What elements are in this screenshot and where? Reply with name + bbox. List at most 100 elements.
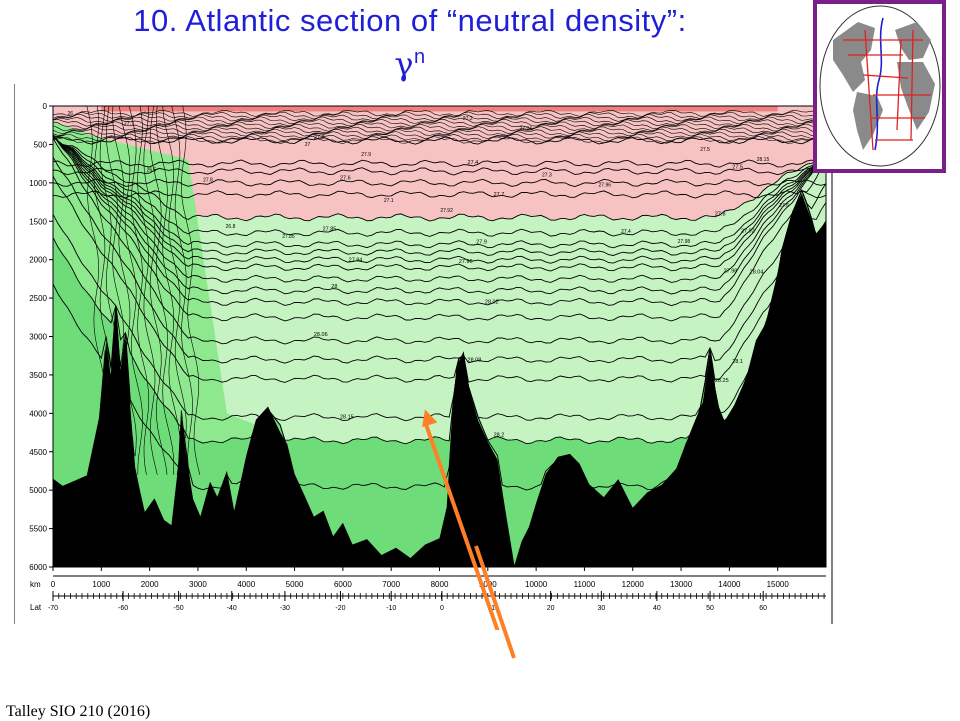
title-line-1: 10. Atlantic section of “neutral density… (133, 3, 687, 38)
isopycnal-line-0 (53, 136, 826, 145)
lat-tick-label-12: 50 (706, 605, 714, 612)
isopycnal-line-11 (53, 135, 826, 283)
front-contour-line-6 (128, 106, 150, 475)
km-tick-label-3: 3000 (189, 580, 207, 589)
shallow-contour-label-18: 28.15 (757, 157, 770, 163)
isopycnal-label-4: 27.7 (494, 192, 505, 198)
isopycnal-label-7: 27.9 (476, 239, 487, 245)
shallow-contour-label-17: 27.98 (678, 239, 691, 245)
isopycnal-line-2 (53, 167, 826, 176)
front-contour-line-8 (143, 106, 168, 475)
shallow-contour-label-11: 27.8 (203, 178, 213, 184)
km-tick-label-7: 7000 (382, 580, 400, 589)
shallow-contour-line-10 (53, 133, 826, 142)
depth-tick-label-7: 3500 (29, 371, 47, 380)
isopycnal-label-13: 28.02 (485, 299, 499, 305)
isopycnal-label-14: 28.04 (750, 270, 764, 276)
depth-tick-label-8: 4000 (29, 409, 47, 418)
km-tick-label-8: 8000 (431, 580, 449, 589)
shallow-contour-label-5: 27.2 (463, 116, 473, 122)
km-tick-label-6: 6000 (334, 580, 352, 589)
shallow-contour-label-3: 27 (305, 142, 311, 148)
lat-tick-label-11: 40 (653, 605, 661, 612)
shallow-contour-label-16: 27.96 (599, 183, 612, 189)
annotation-arrow-head (422, 409, 438, 428)
bathymetry-seafloor (53, 193, 826, 567)
isopycnal-label-17: 28.1 (732, 359, 743, 365)
front-contour-line-4 (112, 106, 137, 457)
south-america-shape (853, 92, 883, 150)
km-tick-label-4: 4000 (237, 580, 255, 589)
section-track-line (874, 17, 884, 151)
front-contour-line-7 (137, 106, 158, 475)
depth-tick-label-11: 5500 (29, 525, 47, 534)
isopycnal-line-9 (53, 135, 826, 264)
lat-tick-label-0: -70 (48, 605, 58, 612)
km-tick-label-2: 2000 (141, 580, 159, 589)
atlantic-map-with-station-tracks-icon (813, 0, 946, 173)
isopycnal-label-3: 27.6 (340, 176, 351, 182)
lat-tick-label-3: -40 (227, 605, 237, 612)
depth-tick-label-1: 500 (34, 140, 48, 149)
isopycnal-line-1 (53, 159, 826, 168)
km-axis-label: km (30, 580, 41, 589)
shallow-contour-label-14: 27.92 (440, 208, 453, 214)
gamma-symbol: γ (394, 45, 414, 83)
shallow-contour-line-4 (53, 118, 826, 127)
lat-tick-label-9: 20 (547, 605, 555, 612)
isopycnal-label-20: 28.25 (715, 378, 729, 384)
surface-light-band (101, 106, 778, 112)
isopycnal-label-1: 27.4 (468, 160, 479, 166)
shallow-contour-label-6: 27.3 (542, 173, 552, 179)
shallow-contour-line-7 (53, 126, 826, 135)
lat-tick-label-4: -30 (280, 605, 290, 612)
front-contour-line-12 (171, 106, 193, 473)
km-tick-label-15: 15000 (767, 580, 790, 589)
shallow-contour-label-10: 27.7 (124, 121, 134, 127)
isopycnal-line-14 (53, 134, 826, 322)
front-contour-line-13 (181, 106, 201, 475)
km-tick-label-0: 0 (51, 580, 56, 589)
km-tick-label-11: 11000 (574, 580, 596, 589)
lat-tick-label-7: 0 (440, 605, 444, 612)
shallow-contour-label-2: 26.8 (226, 224, 236, 230)
front-contour-line-5 (119, 106, 143, 475)
neutral-density-section-chart: 27.2 27.4 27.5 27.6 27.7 27.8 27.85 27.9 27.92 27… (14, 84, 836, 630)
gamma-superscript: n (414, 46, 426, 68)
slide-title: 10. Atlantic section of “neutral density… (0, 2, 820, 81)
isopycnal-label-6: 27.85 (323, 227, 337, 233)
shallow-contour-label-9: 27.6 (779, 203, 789, 209)
lat-tick-label-1: -60 (118, 605, 128, 612)
isopycnal-line-10 (53, 135, 826, 272)
front-contour-line-3 (105, 106, 131, 406)
isopycnal-label-5: 27.8 (715, 212, 726, 218)
isopycnal-line-6 (53, 136, 826, 237)
shallow-contour-label-4: 27.1 (384, 198, 394, 204)
shallow-contour-line-11 (53, 135, 826, 144)
africa-shape (897, 62, 935, 130)
light-density-water (53, 106, 826, 221)
lat-tick-label-6: -10 (386, 605, 396, 612)
depth-tick-label-10: 5000 (29, 486, 47, 495)
km-tick-label-10: 10000 (525, 580, 548, 589)
shallow-contour-line-3 (53, 116, 826, 125)
front-contour-line-11 (162, 106, 187, 439)
depth-tick-label-9: 4500 (29, 448, 47, 457)
depth-tick-label-0: 0 (43, 102, 48, 111)
shallow-contour-label-15: 27.94 (519, 126, 532, 132)
front-contour-line-9 (149, 106, 175, 475)
isopycnal-label-16: 28.08 (468, 358, 482, 364)
depth-tick-label-6: 3000 (29, 333, 47, 342)
km-tick-label-12: 12000 (622, 580, 645, 589)
isopycnal-label-18: 28.15 (340, 414, 354, 420)
lat-tick-label-5: -20 (335, 605, 345, 612)
isopycnal-label-10: 27.96 (459, 259, 473, 265)
shallow-contour-label-1: 26.5 (147, 168, 157, 174)
isopycnal-line-17 (53, 175, 826, 383)
lat-axis-label: Lat (30, 603, 42, 612)
shallow-contour-line-6 (53, 123, 826, 132)
isopycnal-label-19: 28.2 (494, 433, 505, 439)
depth-tick-label-12: 6000 (29, 563, 47, 572)
isopycnal-line-12 (53, 134, 826, 295)
plot-area: 27.2 27.4 27.5 27.6 27.7 27.8 27.85 27.9 27.92 27… (53, 106, 826, 567)
